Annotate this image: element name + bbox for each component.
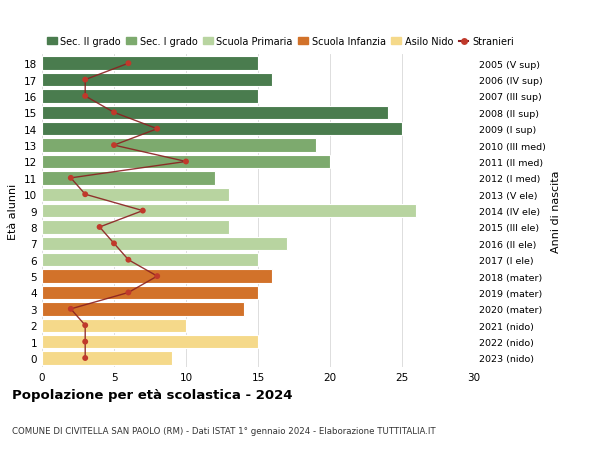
Point [80,354,90,362]
Point [109,109,119,117]
Bar [42,139,316,152]
Bar [42,335,258,348]
Point [80,322,90,329]
Point [109,240,119,247]
Bar [42,123,402,136]
Point [80,93,90,101]
Point [124,61,133,68]
Y-axis label: Anni di nascita: Anni di nascita [551,170,561,252]
Point [80,191,90,198]
Bar [42,106,388,120]
Point [80,338,90,346]
Point [138,207,148,215]
Point [181,158,191,166]
Bar [42,237,287,251]
Point [80,77,90,84]
Point [124,257,133,264]
Point [66,306,76,313]
Point [152,126,162,133]
Bar [42,253,258,267]
Text: COMUNE DI CIVITELLA SAN PAOLO (RM) - Dati ISTAT 1° gennaio 2024 - Elaborazione T: COMUNE DI CIVITELLA SAN PAOLO (RM) - Dat… [12,426,436,435]
Y-axis label: Età alunni: Età alunni [8,183,19,239]
Point [95,224,104,231]
Bar [42,57,258,71]
Point [152,273,162,280]
Bar [42,156,330,169]
Bar [42,286,258,300]
Bar [42,352,172,365]
Bar [42,302,244,316]
Bar [42,221,229,234]
Bar [42,188,229,202]
Bar [42,74,272,87]
Point [66,175,76,182]
Bar [42,204,416,218]
Bar [42,270,272,283]
Bar [42,319,186,332]
Text: Popolazione per età scolastica - 2024: Popolazione per età scolastica - 2024 [12,388,293,401]
Point [109,142,119,150]
Legend: Sec. II grado, Sec. I grado, Scuola Primaria, Scuola Infanzia, Asilo Nido, Stran: Sec. II grado, Sec. I grado, Scuola Prim… [47,37,514,47]
Bar [42,172,215,185]
Bar [42,90,258,103]
Point [124,289,133,297]
